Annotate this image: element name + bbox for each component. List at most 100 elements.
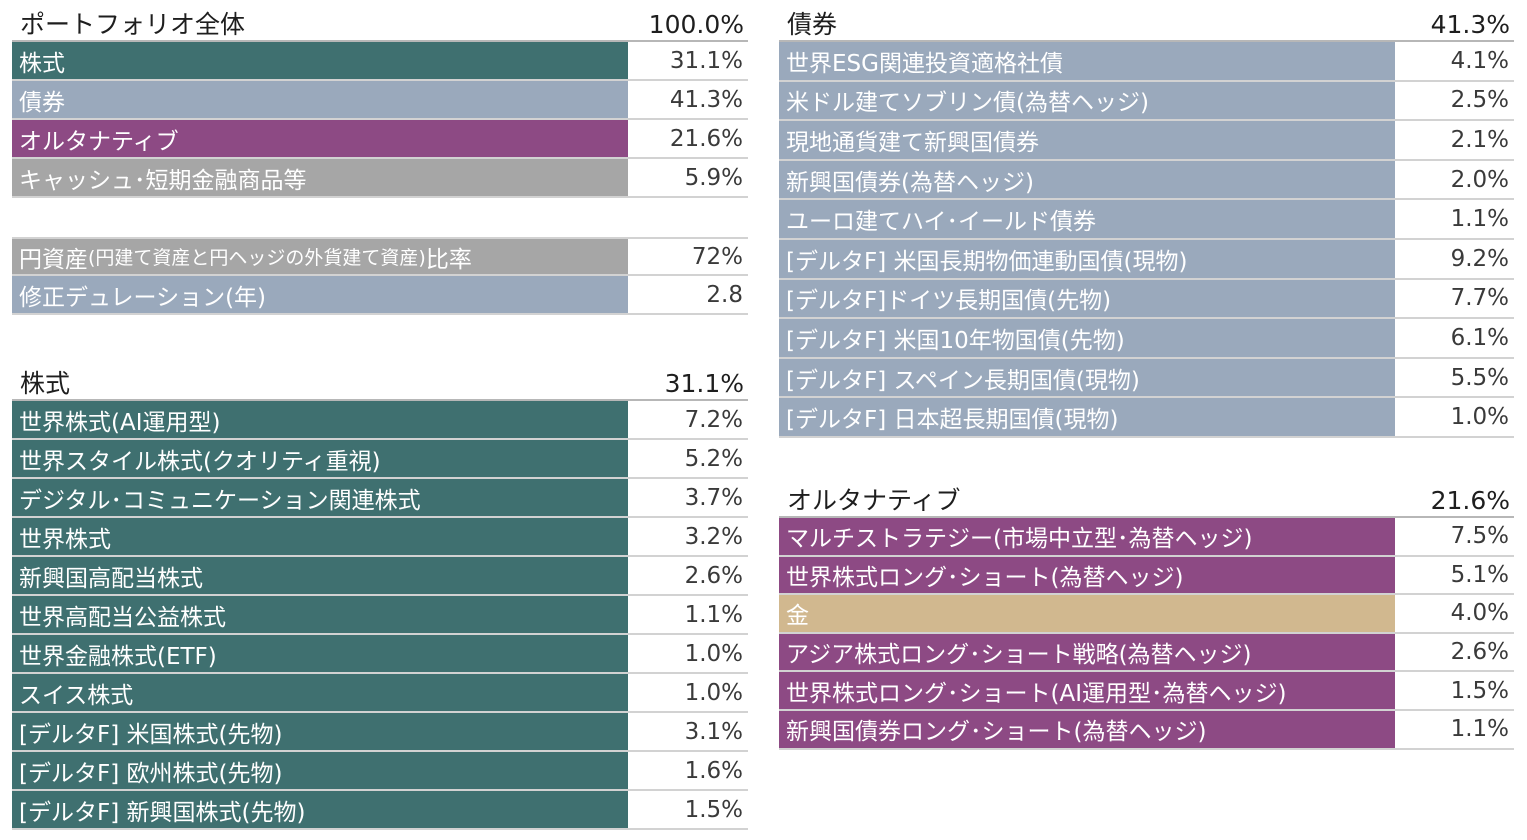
table-row: 世界株式(AI運用型) 7.2%: [12, 401, 748, 440]
row-label: 株式: [12, 42, 628, 79]
portfolio-total: 100.0%: [648, 10, 744, 39]
row-value: 1.5%: [684, 796, 743, 823]
row-value: 1.1%: [684, 601, 743, 628]
table-row: [デルタF] スペイン長期国債(現物) 5.5%: [779, 358, 1514, 399]
table-row: [デルタF]ドイツ長期国債(先物) 7.7%: [779, 279, 1514, 320]
alternatives-table: オルタナティブ 21.6% マルチストラテジー(市場中立型･為替ヘッジ) 7.5%…: [779, 480, 1514, 750]
yen-ratio-label: 円資産 (円建て資産と円ヘッジの外貨建て資産) 比率: [12, 239, 628, 274]
row-value: 7.2%: [684, 406, 743, 433]
row-value: 7.7%: [1450, 285, 1509, 312]
row-value: 1.6%: [684, 757, 743, 784]
row-value: 9.2%: [1450, 245, 1509, 272]
portfolio-title: ポートフォリオ全体: [20, 10, 246, 39]
row-label: キャッシュ･短期金融商品等: [12, 159, 628, 196]
table-row: 世界スタイル株式(クオリティ重視) 5.2%: [12, 440, 748, 479]
row-label: スイス株式: [12, 674, 628, 711]
row-label: 世界株式(AI運用型): [12, 401, 628, 438]
row-value: 3.2%: [684, 523, 743, 550]
row-label: 新興国債券(為替ヘッジ): [779, 160, 1395, 199]
row-label: オルタナティブ: [12, 120, 628, 157]
alternatives-rows: マルチストラテジー(市場中立型･為替ヘッジ) 7.5% 世界株式ロング･ショート(為…: [779, 518, 1514, 750]
metrics-table: 円資産 (円建て資産と円ヘッジの外貨建て資産) 比率 72% 修正デュレーション(年…: [12, 237, 748, 315]
equity-table: 株式 31.1% 世界株式(AI運用型) 7.2% 世界スタイル株式(クオリティ重視…: [12, 363, 748, 830]
table-row: 株式 31.1%: [12, 42, 748, 81]
row-label: [デルタF] 欧州株式(先物): [12, 752, 628, 789]
duration-value: 2.8: [706, 281, 743, 308]
row-value: 6.1%: [1450, 324, 1509, 351]
row-label: 世界高配当公益株式: [12, 596, 628, 633]
equity-total: 31.1%: [664, 369, 744, 398]
row-value: 4.0%: [1450, 600, 1509, 627]
alternatives-title: オルタナティブ: [787, 486, 961, 515]
equity-header: 株式 31.1%: [12, 363, 748, 401]
yen-ratio-label-suffix: 比率: [425, 246, 472, 273]
portfolio-table: ポートフォリオ全体 100.0% 株式 31.1% 債券 41.3% オルタナティブ 21…: [12, 4, 748, 198]
table-row: スイス株式 1.0%: [12, 674, 748, 713]
table-row: オルタナティブ 21.6%: [12, 120, 748, 159]
table-row: キャッシュ･短期金融商品等 5.9%: [12, 159, 748, 198]
portfolio-header: ポートフォリオ全体 100.0%: [12, 4, 748, 42]
row-label: デジタル･コミュニケーション関連株式: [12, 479, 628, 516]
row-label: 米ドル建てソブリン債(為替ヘッジ): [779, 81, 1395, 120]
row-value: 1.0%: [684, 679, 743, 706]
table-row: 現地通貨建て新興国債券 2.1%: [779, 121, 1514, 161]
row-value: 3.7%: [684, 484, 743, 511]
table-row: 米ドル建てソブリン債(為替ヘッジ) 2.5%: [779, 81, 1514, 122]
alternatives-total: 21.6%: [1430, 486, 1510, 515]
table-row: デジタル･コミュニケーション関連株式 3.7%: [12, 479, 748, 518]
row-label: 債券: [12, 81, 628, 118]
row-value: 2.6%: [684, 562, 743, 589]
bonds-table: 債券 41.3% 世界ESG関連投資適格社債 4.1% 米ドル建てソブリン債(為替ヘ…: [779, 4, 1514, 438]
portfolio-rows: 株式 31.1% 債券 41.3% オルタナティブ 21.6% キャッシュ･短期金融商品等 5…: [12, 42, 748, 198]
row-label: 世界株式ロング･ショート(AI運用型･為替ヘッジ): [779, 672, 1395, 709]
table-row: [デルタF] 新興国株式(先物) 1.5%: [12, 791, 748, 830]
row-label: [デルタF] 米国株式(先物): [12, 713, 628, 750]
row-label: アジア株式ロング･ショート戦略(為替ヘッジ): [779, 633, 1395, 671]
row-value: 5.2%: [684, 445, 743, 472]
row-label: [デルタF] 米国長期物価連動国債(現物): [779, 239, 1395, 278]
table-row: 世界株式 3.2%: [12, 518, 748, 557]
yen-ratio-row: 円資産 (円建て資産と円ヘッジの外貨建て資産) 比率 72%: [12, 237, 748, 276]
table-row: [デルタF] 米国長期物価連動国債(現物) 9.2%: [779, 239, 1514, 280]
table-row: 世界株式ロング･ショート(為替ヘッジ) 5.1%: [779, 556, 1514, 596]
bonds-header: 債券 41.3%: [779, 4, 1514, 42]
table-row: 世界金融株式(ETF) 1.0%: [12, 635, 748, 674]
row-label: [デルタF] 新興国株式(先物): [12, 791, 628, 828]
row-label: 新興国高配当株式: [12, 557, 628, 594]
row-value: 1.0%: [684, 640, 743, 667]
row-value: 31.1%: [669, 47, 743, 74]
yen-ratio-label-main: 円資産: [19, 246, 88, 273]
row-label: マルチストラテジー(市場中立型･為替ヘッジ): [779, 518, 1395, 555]
row-label: 世界株式ロング･ショート(為替ヘッジ): [779, 556, 1395, 594]
table-row: マルチストラテジー(市場中立型･為替ヘッジ) 7.5%: [779, 518, 1514, 557]
table-row: [デルタF] 欧州株式(先物) 1.6%: [12, 752, 748, 791]
table-row: 世界株式ロング･ショート(AI運用型･為替ヘッジ) 1.5%: [779, 672, 1514, 711]
table-row: 債券 41.3%: [12, 81, 748, 120]
row-label: [デルタF] 米国10年物国債(先物): [779, 319, 1395, 357]
row-value: 7.5%: [1450, 523, 1509, 550]
table-row: [デルタF] 米国10年物国債(先物) 6.1%: [779, 319, 1514, 359]
row-label: 世界金融株式(ETF): [12, 635, 628, 672]
table-row: 世界ESG関連投資適格社債 4.1%: [779, 42, 1514, 82]
equity-rows: 世界株式(AI運用型) 7.2% 世界スタイル株式(クオリティ重視) 5.2% デジタル…: [12, 401, 748, 830]
table-row: [デルタF] 米国株式(先物) 3.1%: [12, 713, 748, 752]
yen-ratio-value: 72%: [691, 243, 743, 270]
bonds-rows: 世界ESG関連投資適格社債 4.1% 米ドル建てソブリン債(為替ヘッジ) 2.5% 現地…: [779, 42, 1514, 438]
row-value: 5.5%: [1450, 364, 1509, 391]
table-row: 新興国債券(為替ヘッジ) 2.0%: [779, 160, 1514, 201]
table-row: 世界高配当公益株式 1.1%: [12, 596, 748, 635]
row-value: 2.1%: [1450, 126, 1509, 153]
table-row: 金 4.0%: [779, 595, 1514, 634]
alternatives-header: オルタナティブ 21.6%: [779, 480, 1514, 518]
row-value: 2.0%: [1450, 166, 1509, 193]
row-value: 3.1%: [684, 718, 743, 745]
equity-title: 株式: [20, 369, 71, 398]
row-label: 金: [779, 595, 1395, 632]
row-value: 4.1%: [1450, 47, 1509, 74]
row-value: 2.6%: [1450, 639, 1509, 666]
row-value: 1.1%: [1450, 206, 1509, 233]
table-row: アジア株式ロング･ショート戦略(為替ヘッジ) 2.6%: [779, 633, 1514, 673]
row-value: 2.5%: [1450, 87, 1509, 114]
row-value: 1.0%: [1450, 404, 1509, 431]
row-label: 世界ESG関連投資適格社債: [779, 42, 1395, 80]
